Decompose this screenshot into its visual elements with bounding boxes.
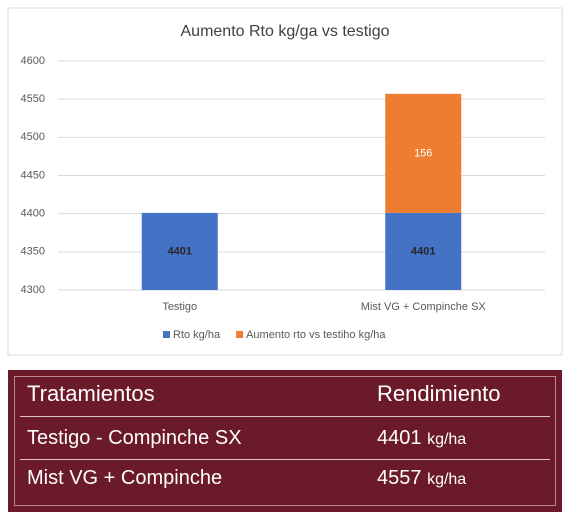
- legend-swatch: [163, 331, 170, 338]
- chart: Aumento Rto kg/ga vs testigo 4300 4350 440…: [7, 7, 563, 356]
- x-tick-label: Testigo: [162, 301, 197, 313]
- unit: kg/ha: [427, 431, 467, 448]
- bar-segment: [141, 212, 218, 290]
- chart-title: Aumento Rto kg/ga vs testigo: [181, 23, 390, 40]
- y-tick-label: 4300: [21, 284, 45, 296]
- bar-segment: [385, 93, 462, 213]
- row-value: 4401 kg/ha: [377, 427, 466, 450]
- y-tick-label: 4450: [21, 169, 45, 181]
- header-cell: Tratamientos: [27, 381, 155, 406]
- y-tick-label: 4500: [21, 131, 45, 143]
- row-label: Testigo - Compinche SX: [27, 427, 242, 449]
- legend-swatch: [236, 331, 244, 338]
- y-tick-label: 4350: [21, 246, 45, 258]
- legend-label: Rto kg/ha: [173, 329, 221, 341]
- x-tick-label: Mist VG + Compinche SX: [361, 301, 487, 313]
- value: 4401: [377, 427, 422, 449]
- legend-label: Aumento rto vs testiho kg/ha: [246, 329, 386, 341]
- y-tick-label: 4550: [21, 93, 45, 105]
- unit: kg/ha: [427, 471, 467, 488]
- separator: [20, 416, 550, 417]
- row-label: Mist VG + Compinche: [27, 467, 223, 489]
- header-cell: Rendimiento: [377, 381, 501, 406]
- value: 4557: [377, 467, 422, 489]
- row-value: 4557 kg/ha: [377, 467, 466, 490]
- table-frame: [14, 376, 556, 506]
- y-tick-label: 4600: [21, 55, 45, 67]
- data-label: 4401: [168, 245, 192, 257]
- data-label: 156: [414, 147, 432, 159]
- data-label: 4401: [411, 245, 435, 257]
- bar-segment: [385, 212, 462, 290]
- y-tick-label: 4400: [21, 208, 45, 220]
- table: Tratamientos Rendimiento Testigo - Compi…: [8, 370, 562, 512]
- chart-frame: [7, 7, 563, 356]
- separator: [20, 459, 550, 460]
